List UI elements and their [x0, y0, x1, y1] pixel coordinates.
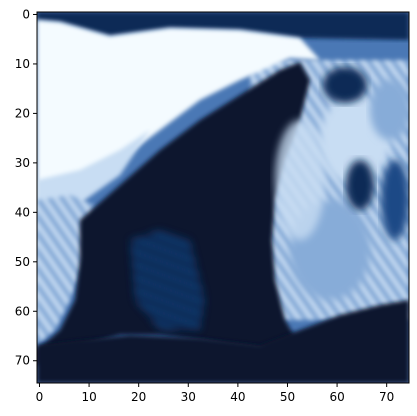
- y-tick-label: 60: [15, 304, 30, 318]
- y-tick-label: 0: [22, 7, 30, 21]
- y-tick-label: 70: [15, 354, 30, 368]
- axes-frame: [36, 11, 410, 384]
- y-axis: 0 10 20 30 40 50 60 70: [15, 7, 37, 368]
- right-dark-blob-1: [323, 67, 367, 103]
- y-tick-label: 30: [15, 156, 30, 170]
- wedge-texture: [130, 230, 205, 330]
- right-light-streak: [275, 120, 325, 240]
- y-tick-label: 50: [15, 255, 30, 269]
- top-dark-band: [37, 12, 409, 40]
- right-light-blob: [370, 80, 409, 140]
- left-fringe: [37, 130, 150, 330]
- bottom-dark-band: [37, 300, 409, 383]
- x-tick-label: 70: [379, 390, 394, 404]
- y-tick-label: 10: [15, 57, 30, 71]
- image-area: [37, 12, 409, 383]
- x-tick-label: 40: [230, 390, 245, 404]
- dark-wedge: [37, 62, 310, 365]
- y-tick-label: 20: [15, 106, 30, 120]
- x-tick-label: 60: [329, 390, 344, 404]
- x-tick-label: 30: [181, 390, 196, 404]
- x-tick-label: 10: [81, 390, 96, 404]
- x-axis: 0 10 20 30 40 50 60 70: [36, 383, 394, 404]
- x-tick-label: 0: [36, 390, 44, 404]
- right-dark-blob-3: [381, 160, 409, 240]
- x-tick-label: 50: [280, 390, 295, 404]
- y-tick-label: 40: [15, 205, 30, 219]
- right-dark-blob-2: [346, 160, 374, 210]
- x-tick-label: 20: [131, 390, 146, 404]
